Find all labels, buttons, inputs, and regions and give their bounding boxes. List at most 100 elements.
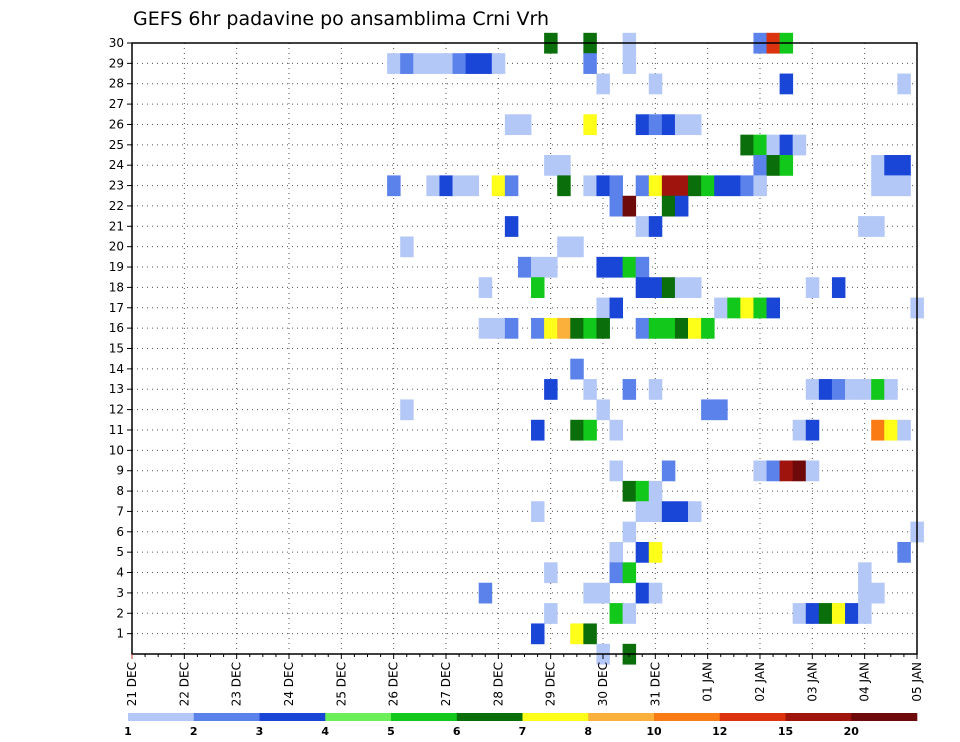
y-tick-label: 27 xyxy=(109,97,124,111)
heatmap-cell xyxy=(622,480,637,502)
heatmap-cell xyxy=(635,541,650,563)
heatmap-cell xyxy=(714,399,728,421)
heatmap-cell xyxy=(635,480,650,502)
heatmap-cell xyxy=(661,501,676,523)
heatmap-cell xyxy=(805,419,820,441)
heatmap-cell xyxy=(596,256,610,278)
heatmap-cell xyxy=(648,114,663,136)
x-tick-label: 28 DEC xyxy=(491,662,505,706)
heatmap-cell xyxy=(779,134,794,156)
y-tick-label: 25 xyxy=(109,138,124,152)
x-tick-label: 30 DEC xyxy=(596,662,610,706)
heatmap-cell xyxy=(648,73,663,95)
heatmap-cell xyxy=(858,216,872,237)
heatmap-cell xyxy=(609,541,624,563)
heatmap-cell xyxy=(871,419,885,441)
colorbar-swatch xyxy=(259,713,326,721)
x-tick-label: 29 DEC xyxy=(544,662,558,706)
heatmap-cell xyxy=(544,562,558,584)
y-tick-label: 29 xyxy=(109,56,124,70)
heatmap-cell xyxy=(714,175,728,197)
colorbar-label: 20 xyxy=(844,725,860,738)
y-tick-label: 26 xyxy=(109,117,124,131)
heatmap-cell xyxy=(766,134,781,156)
heatmap-cell xyxy=(544,379,558,400)
heatmap-cell xyxy=(884,175,898,197)
heatmap-cell xyxy=(504,216,519,237)
heatmap-cell xyxy=(688,317,702,339)
colorbar-swatch xyxy=(851,713,918,721)
heatmap-cell xyxy=(596,73,610,95)
x-tick-label: 02 JAN xyxy=(753,662,767,702)
heatmap-cell xyxy=(661,460,676,482)
heatmap-cell xyxy=(622,256,637,278)
heatmap-cell xyxy=(648,175,663,197)
x-tick-label: 03 JAN xyxy=(805,662,819,702)
y-tick-label: 17 xyxy=(109,301,124,315)
y-tick-label: 18 xyxy=(109,280,124,294)
heatmap-cell xyxy=(570,358,584,380)
colorbar-label: 6 xyxy=(453,725,461,738)
heatmap-cell xyxy=(570,623,584,645)
heatmap-cell xyxy=(648,582,663,604)
x-tick-label: 21 DEC xyxy=(125,662,139,706)
heatmap-cell xyxy=(596,317,610,339)
heatmap-cell xyxy=(622,562,637,584)
colorbar-swatch xyxy=(522,713,589,721)
precipitation-cells xyxy=(387,32,924,665)
heatmap-cell xyxy=(622,521,637,543)
heatmap-cell xyxy=(871,175,885,197)
y-axis-ticks: 1234567891011121314151617181920212223242… xyxy=(109,36,132,641)
heatmap-cell xyxy=(452,175,467,197)
heatmap-cell xyxy=(661,317,676,339)
heatmap-cell xyxy=(426,175,440,197)
heatmap-cell xyxy=(635,256,650,278)
heatmap-cell xyxy=(831,277,846,298)
colorbar-label: 8 xyxy=(584,725,592,738)
colorbar-swatch xyxy=(719,713,786,721)
heatmap-cell xyxy=(818,603,833,624)
heatmap-cell xyxy=(465,175,480,197)
heatmap-cell xyxy=(635,277,650,298)
heatmap-cell xyxy=(779,460,794,482)
y-tick-label: 9 xyxy=(116,464,124,478)
heatmap-cell xyxy=(478,582,493,604)
x-tick-label: 23 DEC xyxy=(230,662,244,706)
x-axis-ticks: 21 DEC 22 DEC 23 DEC 24 DEC 25 DEC 26 DEC 27 D… xyxy=(125,654,924,706)
heatmap-cell xyxy=(701,317,715,339)
heatmap-cell xyxy=(858,582,872,604)
colorbar-label: 7 xyxy=(519,725,527,738)
heatmap-cell xyxy=(858,379,872,400)
heatmap-cell xyxy=(609,460,624,482)
heatmap-cell xyxy=(426,53,440,74)
heatmap-cell xyxy=(517,256,532,278)
heatmap-cell xyxy=(805,460,820,482)
colorbar-swatch xyxy=(654,713,721,721)
heatmap-cell xyxy=(688,175,702,197)
heatmap-cell xyxy=(871,379,885,400)
heatmap-cell xyxy=(609,256,624,278)
y-tick-label: 8 xyxy=(116,484,124,498)
heatmap-cell xyxy=(661,195,676,217)
heatmap-cell xyxy=(387,53,401,74)
heatmap-cell xyxy=(858,603,872,624)
heatmap-cell xyxy=(871,155,885,176)
heatmap-cell xyxy=(491,317,506,339)
heatmap-cell xyxy=(478,53,493,74)
x-tick-label: 05 JAN xyxy=(910,662,924,702)
heatmap-cell xyxy=(648,379,663,400)
y-tick-label: 14 xyxy=(109,362,124,376)
heatmap-cell xyxy=(884,155,898,176)
heatmap-cell xyxy=(583,582,597,604)
heatmap-cell xyxy=(531,317,545,339)
heatmap-cell xyxy=(648,317,663,339)
x-tick-label: 27 DEC xyxy=(439,662,453,706)
heatmap-cell xyxy=(504,317,519,339)
y-tick-label: 19 xyxy=(109,260,124,274)
colorbar-label: 15 xyxy=(778,725,793,738)
heatmap-cell xyxy=(805,603,820,624)
heatmap-cell xyxy=(465,53,480,74)
y-tick-label: 30 xyxy=(109,36,124,50)
heatmap-cell xyxy=(766,297,781,319)
